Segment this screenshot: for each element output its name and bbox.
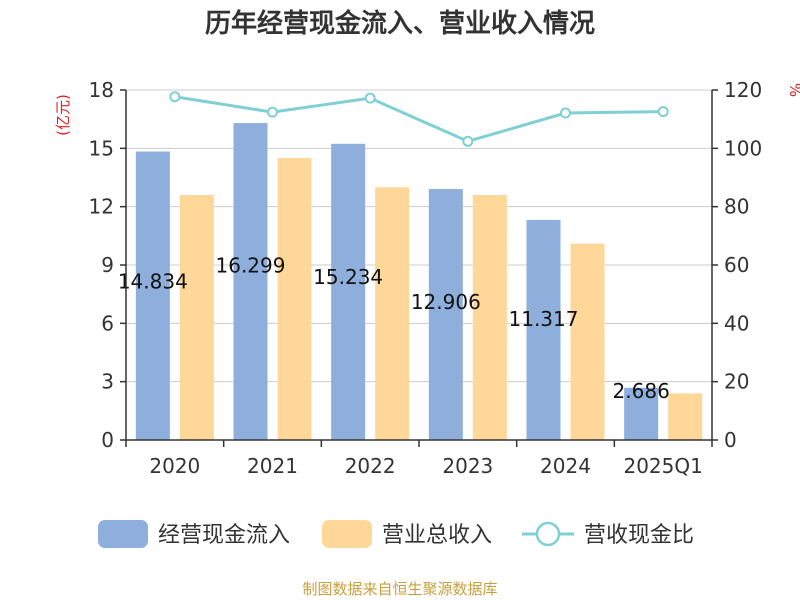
right-tick-label: 120	[724, 78, 762, 102]
grid-lines	[126, 89, 712, 383]
bars	[135, 123, 703, 441]
x-tick-label: 2025Q1	[623, 454, 702, 478]
right-tick-label: 80	[724, 195, 749, 219]
x-tick-label: 2021	[247, 454, 298, 478]
axes: 0 3 6 9 12 15 18 0 20 40 60 80 100 120 2020 2021 2022 202…	[89, 78, 763, 478]
data-label: 11.317	[509, 307, 579, 331]
bar-revenue	[668, 393, 703, 440]
x-tick-label: 2022	[345, 454, 396, 478]
bar-cash-inflow	[624, 387, 659, 440]
data-label: 2.686	[613, 379, 670, 403]
bar-cash-inflow	[331, 143, 366, 441]
data-label: 16.299	[216, 254, 286, 278]
legend-label: 营收现金比	[584, 523, 694, 548]
legend-item-1[interactable]: 营业总收入	[322, 520, 492, 548]
bar-revenue	[570, 243, 605, 440]
legend-item-0[interactable]: 经营现金流入	[98, 520, 290, 548]
legend-swatch	[322, 520, 372, 548]
left-tick-label: 9	[101, 253, 114, 277]
bar-revenue	[179, 195, 214, 440]
left-tick-label: 0	[101, 428, 114, 452]
legend-item-2[interactable]: 营收现金比	[522, 521, 694, 548]
x-tick-label: 2024	[540, 454, 591, 478]
legend-marker	[535, 521, 561, 547]
ratio-line	[169, 91, 669, 147]
legend-label: 营业总收入	[382, 523, 492, 548]
data-label: 12.906	[411, 290, 481, 314]
x-tick-label: 2020	[149, 454, 200, 478]
ratio-point	[267, 106, 278, 118]
left-tick-label: 15	[89, 136, 114, 160]
right-axis-unit: %	[786, 83, 800, 97]
ratio-point	[462, 135, 474, 147]
left-tick-label: 6	[101, 311, 114, 335]
bar-cash-inflow	[233, 123, 268, 440]
ratio-point	[169, 91, 181, 103]
right-tick-label: 0	[724, 428, 737, 452]
data-label: 14.834	[118, 269, 188, 293]
bar-revenue	[375, 187, 410, 440]
bar-revenue	[277, 158, 312, 441]
right-tick-label: 20	[724, 370, 749, 394]
left-axis-unit: (亿元)	[54, 94, 72, 136]
legend-swatch	[98, 520, 148, 548]
legend-label: 经营现金流入	[158, 523, 290, 548]
ratio-line-path	[174, 95, 664, 143]
x-tick-label: 2023	[442, 454, 493, 478]
bar-cash-inflow	[526, 219, 561, 440]
right-tick-label: 40	[724, 311, 749, 335]
left-tick-label: 12	[89, 195, 114, 219]
data-labels: 14.834 16.299 15.234 12.906 11.317 2.686	[118, 254, 670, 403]
ratio-point	[560, 107, 571, 119]
ratio-point	[364, 92, 376, 104]
right-tick-label: 60	[724, 253, 749, 277]
right-tick-label: 100	[724, 136, 762, 160]
left-tick-label: 3	[101, 370, 114, 394]
left-tick-label: 18	[89, 78, 114, 102]
data-label: 15.234	[313, 265, 383, 289]
bar-revenue	[472, 195, 507, 440]
bar-cash-inflow	[135, 151, 170, 441]
chart-title: 历年经营现金流入、营业收入情况	[205, 8, 595, 39]
ratio-point	[657, 106, 669, 118]
legend[interactable]: 经营现金流入 营业总收入 营收现金比	[98, 520, 694, 548]
bar-cash-inflow	[428, 189, 463, 440]
source-note: 制图数据来自恒生聚源数据库	[302, 580, 497, 598]
